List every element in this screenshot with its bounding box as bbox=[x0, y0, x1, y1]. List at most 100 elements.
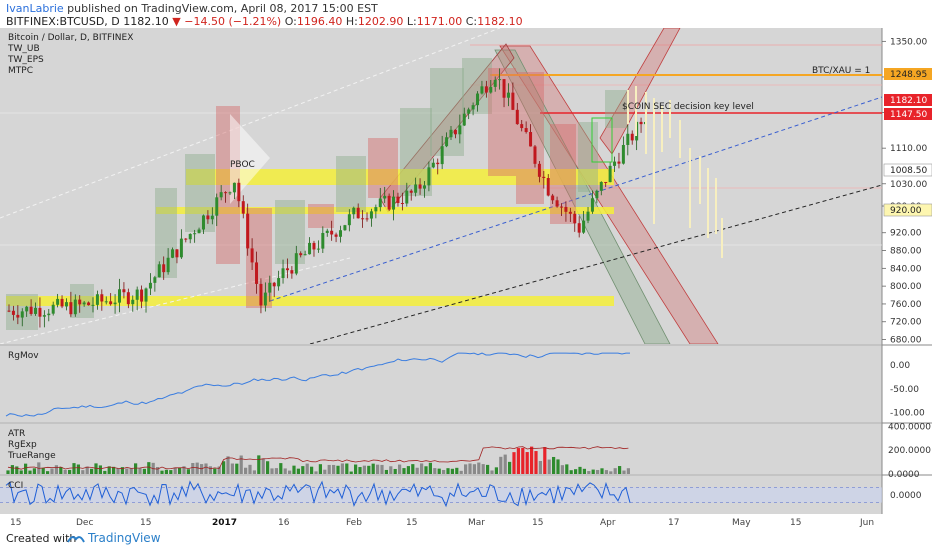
low-value: 1171.00 bbox=[416, 15, 463, 28]
atr-bar bbox=[116, 468, 120, 474]
atr-bar bbox=[98, 465, 102, 474]
atr-bar bbox=[160, 470, 164, 474]
candle-body bbox=[232, 182, 236, 193]
badge-white-2: 920.00 bbox=[890, 206, 922, 216]
atr-bar bbox=[112, 466, 116, 474]
candle-body bbox=[272, 282, 276, 287]
candle-body bbox=[87, 302, 91, 306]
candle-body bbox=[175, 249, 179, 258]
atr-bar bbox=[600, 468, 604, 474]
candle-body bbox=[210, 215, 214, 220]
atr-bar bbox=[164, 469, 168, 474]
chart-canvas[interactable]: Bitcoin / Dollar, D, BITFINEX TW_UB TW_E… bbox=[0, 28, 932, 528]
atr-bar bbox=[437, 468, 441, 474]
price-tick-label: 920.00 bbox=[890, 229, 922, 239]
candle-body bbox=[109, 301, 113, 305]
atr-bar bbox=[235, 463, 239, 474]
atr-bar bbox=[248, 464, 252, 474]
candle-body bbox=[458, 125, 462, 135]
price-tick-label: 840.00 bbox=[890, 264, 922, 274]
time-axis[interactable]: 15 Dec 15 2017 16 Feb 15 Mar 15 Apr 17 May 15 Jun bbox=[10, 518, 874, 528]
candle-body bbox=[356, 207, 360, 219]
atr-bar bbox=[455, 467, 459, 474]
candle-body bbox=[171, 249, 175, 258]
rgmov-line bbox=[5, 352, 630, 417]
candle-body bbox=[343, 225, 347, 231]
atr-line bbox=[7, 446, 629, 470]
range-box bbox=[185, 154, 215, 232]
time-tick-label: 15 bbox=[532, 518, 543, 528]
price-tick-label: 1110.00 bbox=[890, 144, 927, 154]
candle-body bbox=[316, 248, 320, 250]
candle-body bbox=[361, 218, 365, 220]
atr-tick-label: 400.0000 bbox=[888, 422, 931, 432]
candle-body bbox=[47, 313, 51, 316]
atr-bar bbox=[508, 461, 512, 474]
truerange-label: TrueRange bbox=[7, 451, 56, 461]
candle-body bbox=[537, 163, 541, 177]
atr-bar bbox=[402, 468, 406, 474]
price-tick-label: 800.00 bbox=[890, 282, 922, 292]
time-tick-label: 2017 bbox=[212, 518, 237, 528]
range-box bbox=[336, 156, 366, 212]
atr-bar bbox=[178, 467, 182, 474]
candle-body bbox=[484, 86, 488, 93]
candle-body bbox=[34, 307, 38, 314]
atr-bar bbox=[24, 463, 28, 474]
tradingview-brand[interactable]: TradingView bbox=[88, 531, 161, 545]
candle-body bbox=[564, 206, 568, 212]
candle-body bbox=[542, 176, 546, 179]
rgmov-pane-bg[interactable] bbox=[0, 346, 882, 422]
candle-body bbox=[352, 207, 356, 215]
candle-body bbox=[193, 233, 197, 235]
atr-bar bbox=[173, 467, 177, 474]
atr-bar bbox=[490, 470, 494, 474]
atr-bar bbox=[499, 456, 503, 474]
atr-bar bbox=[59, 467, 63, 474]
candle-body bbox=[118, 289, 121, 303]
publish-line: IvanLabrie published on TradingView.com,… bbox=[6, 2, 378, 15]
range-box bbox=[246, 208, 272, 308]
atr-bar bbox=[41, 467, 45, 474]
time-tick-label: Dec bbox=[76, 518, 93, 528]
candle-body bbox=[476, 93, 480, 106]
candle-body bbox=[551, 195, 555, 201]
price-tick-label: 880.00 bbox=[890, 247, 922, 257]
atr-bar bbox=[213, 468, 217, 474]
atr-bar bbox=[424, 466, 428, 474]
range-box bbox=[368, 138, 398, 198]
black-trendline bbox=[309, 184, 882, 344]
close-value: 1182.10 bbox=[477, 15, 523, 28]
atr-bar bbox=[261, 458, 265, 474]
yellow-zone-2 bbox=[156, 207, 614, 214]
candle-body bbox=[166, 257, 170, 273]
candle-body bbox=[281, 268, 285, 279]
atr-bar bbox=[569, 470, 573, 474]
candle-body bbox=[294, 253, 298, 274]
atr-bar bbox=[433, 468, 437, 474]
price-tick-label: 1030.00 bbox=[890, 180, 927, 190]
candle-body bbox=[219, 192, 223, 198]
atr-bar bbox=[609, 471, 613, 474]
atr-bar bbox=[393, 468, 397, 474]
price-tick-label: 680.00 bbox=[890, 336, 922, 346]
atr-bar bbox=[543, 447, 547, 474]
atr-bar bbox=[10, 465, 14, 474]
rgmov-tick-label: -50.00 bbox=[890, 385, 919, 395]
price-tick-label: 760.00 bbox=[890, 300, 922, 310]
author-link[interactable]: IvanLabrie bbox=[6, 2, 64, 15]
atr-bar bbox=[50, 468, 54, 474]
candle-body bbox=[290, 270, 294, 274]
atr-bar bbox=[486, 464, 490, 474]
time-tick-label: 17 bbox=[668, 518, 679, 528]
atr-pane-bg[interactable] bbox=[0, 424, 882, 474]
atr-bar bbox=[450, 468, 454, 474]
candle-body bbox=[82, 302, 86, 305]
candle-body bbox=[626, 133, 630, 145]
atr-bar bbox=[384, 469, 388, 474]
candle-body bbox=[29, 306, 33, 314]
candle-body bbox=[467, 109, 471, 114]
candle-body bbox=[184, 238, 188, 240]
candle-body bbox=[489, 86, 493, 93]
atr-bar bbox=[292, 465, 296, 474]
